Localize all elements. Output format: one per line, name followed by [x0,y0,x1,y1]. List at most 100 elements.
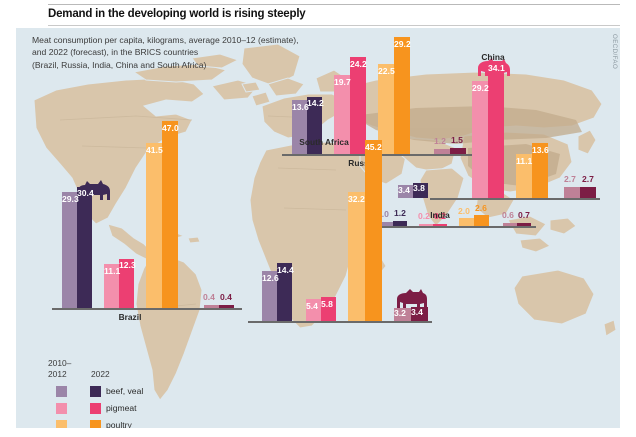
legend-swatch-beef-new [90,386,101,397]
cluster-india: 1.0 1.2 0.2 0.2 2.0 2.6 0.6 [373,203,536,228]
value-russia-pigmeat-2010: 19.7 [334,77,351,87]
value-south-africa-sheep-2010: 3.2 [394,308,406,318]
value-india-pigmeat-2022: 0.2 [434,211,446,221]
cluster-china: 3.4 3.8 29.2 34.1 11.1 13.6 2.7 [398,48,600,200]
bar-china-poultry-2010[interactable] [516,154,532,198]
bar-india-sheep-2010[interactable] [503,223,517,226]
bar-india-poultry-2010[interactable] [459,218,474,226]
bars-russia-beef: 13.6 14.2 [292,90,324,154]
value-india-pigmeat-2010: 0.2 [418,211,430,221]
country-label-india: India [430,210,450,220]
bar-brazil-pigmeat-2010[interactable] [104,264,119,308]
source-credit: OECD/FAO [611,34,618,70]
bar-india-beef-2022[interactable] [393,221,407,226]
bar-china-beef-2010[interactable] [398,185,413,198]
bars-russia-sheep: 1.2 1.5 [434,132,466,154]
bars-south-africa-pigmeat: 5.4 5.8 [306,289,336,321]
legend-swatch-pigmeat-old [56,403,67,414]
bar-india-pigmeat-2022[interactable] [433,224,447,226]
bar-south-africa-beef-2010[interactable] [262,271,277,321]
bar-india-pigmeat-2010[interactable] [419,224,433,226]
bar-china-sheep-2022[interactable] [580,187,596,198]
legend-label-poultry: poultry [106,420,132,428]
bar-south-africa-poultry-2022[interactable] [365,140,382,321]
bar-south-africa-sheep-2010[interactable] [394,308,411,321]
bar-south-africa-pigmeat-2010[interactable] [306,299,321,321]
bar-south-africa-beef-2022[interactable] [277,263,292,321]
value-brazil-beef-2022: 30.4 [77,188,94,198]
bars-brazil-poultry: 41.5 47.0 [146,108,179,308]
bar-south-africa-sheep-2022[interactable] [411,307,428,321]
bar-china-poultry-2022[interactable] [532,143,548,198]
value-india-poultry-2010: 2.0 [458,206,470,216]
legend-item-beef[interactable]: beef, veal [48,386,213,400]
bar-brazil-sheep-2022[interactable] [219,305,234,308]
value-india-beef-2010: 1.0 [377,209,389,219]
cluster-brazil: 29.3 30.4 11.1 12.3 41.5 47.0 0. [52,88,242,322]
bar-south-africa-pigmeat-2022[interactable] [321,297,336,321]
value-india-poultry-2022: 2.6 [475,203,487,213]
bars-india-sheep: 0.6 0.7 [502,206,531,226]
bars-india-beef: 1.0 1.2 [377,206,407,226]
bar-south-africa-poultry-2010[interactable] [348,192,365,321]
value-south-africa-pigmeat-2010: 5.4 [306,301,318,311]
legend-period-old: 2010– 2012 [48,358,72,379]
value-china-beef-2022: 3.8 [413,183,425,193]
bar-russia-poultry-2022[interactable] [394,37,410,154]
bar-india-poultry-2022[interactable] [474,215,489,226]
title-rule-bottom [48,25,620,26]
bar-russia-pigmeat-2022[interactable] [350,57,366,154]
baseline-china [430,198,600,200]
bars-china-poultry: 11.1 13.6 [516,136,549,198]
legend-swatch-poultry-new [90,420,101,428]
value-india-sheep-2022: 0.7 [518,210,530,220]
bars-russia-poultry: 22.5 29.2 [378,28,411,154]
bar-brazil-beef-2010[interactable] [62,192,77,308]
value-china-pigmeat-2022: 34.1 [488,63,505,73]
bar-russia-sheep-2010[interactable] [434,149,450,154]
bar-russia-beef-2022[interactable] [307,97,322,154]
bars-india-pigmeat: 0.2 0.2 [418,208,447,226]
value-russia-beef-2010: 13.6 [292,102,309,112]
bars-russia-pigmeat: 19.7 24.2 [334,44,367,154]
legend-period-new: 2022 [91,369,110,379]
value-brazil-sheep-2022: 0.4 [220,292,232,302]
sheep-icon [397,289,427,308]
bar-india-beef-2010[interactable] [379,222,393,226]
bar-china-pigmeat-2022[interactable] [488,61,504,198]
legend-swatch-poultry-old [56,420,67,428]
value-russia-poultry-2010: 22.5 [378,66,395,76]
value-south-africa-pigmeat-2022: 5.8 [321,299,333,309]
bar-china-beef-2022[interactable] [413,183,428,198]
bar-china-sheep-2010[interactable] [564,187,580,198]
bar-brazil-pigmeat-2022[interactable] [119,259,134,308]
bar-russia-beef-2010[interactable] [292,100,307,154]
bars-brazil-pigmeat: 11.1 12.3 [104,248,136,308]
bar-russia-pigmeat-2010[interactable] [334,75,350,154]
country-label-brazil: Brazil [118,312,142,322]
value-china-sheep-2022: 2.7 [582,174,594,184]
bars-china-beef: 3.4 3.8 [398,178,428,198]
value-brazil-beef-2010: 29.3 [62,194,79,204]
bar-russia-poultry-2010[interactable] [378,64,394,154]
legend-label-pigmeat: pigmeat [106,403,137,413]
bar-brazil-poultry-2010[interactable] [146,143,162,308]
page-title: Demand in the developing world is rising… [48,8,306,20]
bar-brazil-sheep-2010[interactable] [204,305,219,308]
value-brazil-pigmeat-2010: 11.1 [104,266,121,276]
bar-brazil-poultry-2022[interactable] [162,121,178,308]
bars-south-africa-poultry: 32.2 45.2 [348,131,382,321]
bar-brazil-beef-2022[interactable] [77,187,92,308]
bar-india-sheep-2022[interactable] [517,223,531,226]
legend-item-pigmeat[interactable]: pigmeat [48,403,213,417]
legend-swatch-beef-old [56,386,67,397]
bars-china-pigmeat: 29.2 34.1 [472,48,505,198]
value-india-beef-2022: 1.2 [394,208,406,218]
bar-china-pigmeat-2010[interactable] [472,81,488,198]
value-south-africa-poultry-2022: 45.2 [365,142,382,152]
value-south-africa-beef-2010: 12.6 [262,273,279,283]
bar-russia-sheep-2022[interactable] [450,148,466,154]
value-russia-sheep-2010: 1.2 [434,136,446,146]
value-russia-beef-2022: 14.2 [307,98,324,108]
legend-item-poultry[interactable]: poultry [48,420,213,428]
